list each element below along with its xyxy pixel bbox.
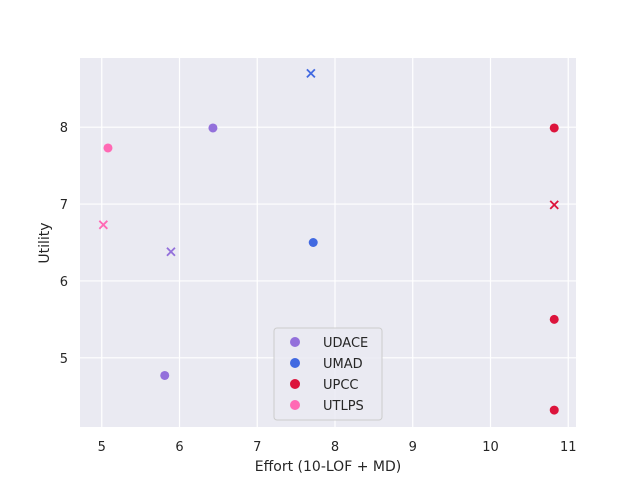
legend-box xyxy=(273,327,383,421)
x-tick-label: 9 xyxy=(409,440,417,455)
x-tick-label: 11 xyxy=(560,440,577,455)
point-x-umad xyxy=(306,68,316,79)
point-x-upcc xyxy=(549,200,559,210)
y-tick-labels: 5 6 7 8 xyxy=(60,121,68,367)
x-tick-labels: 5 6 7 8 9 10 11 xyxy=(98,440,577,455)
grid-lines xyxy=(80,58,576,427)
point-x-udace xyxy=(166,247,176,257)
legend-label: UTLPS xyxy=(323,399,364,414)
y-axis-label: Utility xyxy=(37,222,53,263)
point-circle-umad xyxy=(308,238,318,247)
point-circle-upcc xyxy=(549,314,559,324)
y-tick-label: 8 xyxy=(60,121,68,136)
y-tick-label: 5 xyxy=(60,352,68,367)
legend-label: UDACE xyxy=(323,336,368,351)
legend: UDACE UMAD UPCC UTLPS xyxy=(273,327,383,421)
legend-marker-utlps xyxy=(290,400,300,410)
point-x-utlps xyxy=(98,220,108,230)
point-circle-utlps xyxy=(103,143,113,153)
legend-marker-umad xyxy=(290,358,300,368)
point-circle-udace xyxy=(208,123,218,133)
point-circle-udace xyxy=(160,370,170,380)
x-axis-label: Effort (10-LOF + MD) xyxy=(255,459,401,475)
legend-label: UMAD xyxy=(323,357,363,372)
x-tick-label: 8 xyxy=(331,440,339,455)
point-circle-upcc xyxy=(549,123,559,133)
legend-label: UPCC xyxy=(323,378,359,393)
point-circle-upcc xyxy=(549,405,559,415)
y-tick-label: 6 xyxy=(60,275,68,290)
legend-marker-udace xyxy=(290,337,300,347)
legend-marker-upcc xyxy=(290,379,300,389)
x-tick-label: 6 xyxy=(175,440,183,455)
x-tick-label: 7 xyxy=(253,440,261,455)
x-tick-label: 5 xyxy=(98,440,106,455)
y-tick-label: 7 xyxy=(60,198,68,213)
data-points xyxy=(98,68,559,415)
x-tick-label: 10 xyxy=(482,440,499,455)
